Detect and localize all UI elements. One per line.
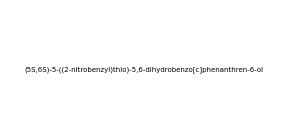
- Text: (5S,6S)-5-((2-nitrobenzyl)thio)-5,6-dihydrobenzo[c]phenanthren-6-ol: (5S,6S)-5-((2-nitrobenzyl)thio)-5,6-dihy…: [24, 67, 264, 73]
